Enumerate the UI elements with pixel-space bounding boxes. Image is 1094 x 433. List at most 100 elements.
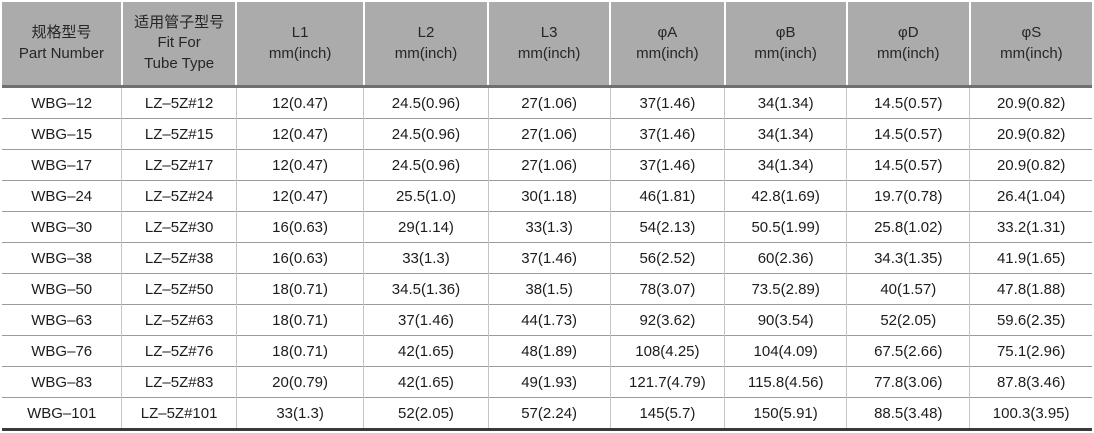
cell-part-number: WBG–30 bbox=[2, 211, 122, 243]
cell-l3: 57(2.24) bbox=[487, 397, 611, 431]
cell-phi-a: 56(2.52) bbox=[609, 242, 725, 274]
cell-part-number: WBG–50 bbox=[2, 273, 122, 305]
cell-phi-b: 60(2.36) bbox=[724, 242, 847, 274]
cell-phi-s: 20.9(0.82) bbox=[969, 86, 1092, 119]
cell-l2: 29(1.14) bbox=[363, 211, 489, 243]
cell-phi-s: 47.8(1.88) bbox=[969, 273, 1092, 305]
column-header-phi-b: φB mm(inch) bbox=[723, 2, 847, 88]
cell-phi-b: 90(3.54) bbox=[724, 304, 847, 336]
table-row: WBG–12 LZ–5Z#12 12(0.47) 24.5(0.96) 27(1.06)… bbox=[2, 86, 1092, 119]
cell-phi-s: 75.1(2.96) bbox=[969, 335, 1092, 367]
cell-l1: 20(0.79) bbox=[235, 366, 364, 398]
cell-l1: 12(0.47) bbox=[235, 180, 364, 212]
cell-l1: 16(0.63) bbox=[235, 211, 364, 243]
table-row: WBG–17 LZ–5Z#17 12(0.47) 24.5(0.96) 27(1.06)… bbox=[2, 149, 1092, 181]
cell-fit-for-tube: LZ–5Z#63 bbox=[121, 304, 237, 336]
cell-phi-a: 108(4.25) bbox=[609, 335, 725, 367]
cell-fit-for-tube: LZ–5Z#83 bbox=[121, 366, 237, 398]
cell-l1: 12(0.47) bbox=[235, 118, 364, 150]
cell-part-number: WBG–17 bbox=[2, 149, 122, 181]
table-row: WBG–50 LZ–5Z#50 18(0.71) 34.5(1.36) 38(1.5) 7… bbox=[2, 273, 1092, 305]
cell-l3: 27(1.06) bbox=[487, 149, 611, 181]
cell-phi-d: 25.8(1.02) bbox=[846, 211, 970, 243]
cell-l3: 33(1.3) bbox=[487, 211, 611, 243]
cell-phi-d: 14.5(0.57) bbox=[846, 86, 970, 119]
column-header-phi-a: φA mm(inch) bbox=[609, 2, 725, 88]
cell-phi-b: 34(1.34) bbox=[724, 118, 847, 150]
cell-phi-d: 19.7(0.78) bbox=[846, 180, 970, 212]
column-header-part-number: 规格型号 Part Number bbox=[2, 2, 122, 88]
cell-phi-a: 54(2.13) bbox=[609, 211, 725, 243]
header-row: 规格型号 Part Number 适用管子型号 Fit For Tube Type L1 m… bbox=[2, 2, 1092, 88]
cell-l2: 25.5(1.0) bbox=[363, 180, 489, 212]
column-header-l1: L1 mm(inch) bbox=[235, 2, 364, 88]
cell-fit-for-tube: LZ–5Z#101 bbox=[121, 397, 237, 431]
cell-part-number: WBG–101 bbox=[2, 397, 122, 431]
cell-l2: 52(2.05) bbox=[363, 397, 489, 431]
cell-fit-for-tube: LZ–5Z#15 bbox=[121, 118, 237, 150]
cell-fit-for-tube: LZ–5Z#30 bbox=[121, 211, 237, 243]
cell-phi-s: 41.9(1.65) bbox=[969, 242, 1092, 274]
cell-phi-a: 46(1.81) bbox=[609, 180, 725, 212]
cell-phi-s: 87.8(3.46) bbox=[969, 366, 1092, 398]
column-header-l3: L3 mm(inch) bbox=[487, 2, 611, 88]
cell-phi-d: 77.8(3.06) bbox=[846, 366, 970, 398]
table-header: 规格型号 Part Number 适用管子型号 Fit For Tube Type L1 m… bbox=[2, 2, 1092, 88]
cell-phi-a: 121.7(4.79) bbox=[609, 366, 725, 398]
cell-phi-s: 100.3(3.95) bbox=[969, 397, 1092, 431]
cell-fit-for-tube: LZ–5Z#12 bbox=[121, 86, 237, 119]
cell-l2: 24.5(0.96) bbox=[363, 149, 489, 181]
cell-phi-b: 34(1.34) bbox=[724, 86, 847, 119]
column-header-fit-for-tube: 适用管子型号 Fit For Tube Type bbox=[120, 2, 237, 88]
cell-l3: 30(1.18) bbox=[487, 180, 611, 212]
cell-phi-b: 73.5(2.89) bbox=[724, 273, 847, 305]
table-row: WBG–24 LZ–5Z#24 12(0.47) 25.5(1.0) 30(1.18) 4… bbox=[2, 180, 1092, 212]
cell-l3: 48(1.89) bbox=[487, 335, 611, 367]
cell-part-number: WBG–15 bbox=[2, 118, 122, 150]
cell-part-number: WBG–24 bbox=[2, 180, 122, 212]
cell-phi-b: 150(5.91) bbox=[724, 397, 847, 431]
cell-part-number: WBG–63 bbox=[2, 304, 122, 336]
cell-phi-s: 20.9(0.82) bbox=[969, 118, 1092, 150]
cell-fit-for-tube: LZ–5Z#38 bbox=[121, 242, 237, 274]
cell-l3: 37(1.46) bbox=[487, 242, 611, 274]
table-row: WBG–63 LZ–5Z#63 18(0.71) 37(1.46) 44(1.73) 92… bbox=[2, 304, 1092, 336]
cell-phi-a: 37(1.46) bbox=[609, 118, 725, 150]
cell-phi-d: 40(1.57) bbox=[846, 273, 970, 305]
cell-l2: 42(1.65) bbox=[363, 366, 489, 398]
cell-l2: 24.5(0.96) bbox=[363, 86, 489, 119]
cell-phi-a: 145(5.7) bbox=[609, 397, 725, 431]
cell-fit-for-tube: LZ–5Z#76 bbox=[121, 335, 237, 367]
cell-part-number: WBG–83 bbox=[2, 366, 122, 398]
cell-phi-a: 92(3.62) bbox=[609, 304, 725, 336]
cell-part-number: WBG–38 bbox=[2, 242, 122, 274]
cell-l1: 12(0.47) bbox=[235, 149, 364, 181]
cell-phi-b: 50.5(1.99) bbox=[724, 211, 847, 243]
table-row: WBG–15 LZ–5Z#15 12(0.47) 24.5(0.96) 27(1.06)… bbox=[2, 118, 1092, 150]
cell-phi-d: 52(2.05) bbox=[846, 304, 970, 336]
cell-phi-d: 14.5(0.57) bbox=[846, 149, 970, 181]
cell-l2: 37(1.46) bbox=[363, 304, 489, 336]
cell-l2: 34.5(1.36) bbox=[363, 273, 489, 305]
cell-phi-a: 37(1.46) bbox=[609, 86, 725, 119]
cell-l3: 38(1.5) bbox=[487, 273, 611, 305]
cell-phi-d: 67.5(2.66) bbox=[846, 335, 970, 367]
cell-phi-s: 20.9(0.82) bbox=[969, 149, 1092, 181]
cell-fit-for-tube: LZ–5Z#24 bbox=[121, 180, 237, 212]
cell-l3: 27(1.06) bbox=[487, 86, 611, 119]
cell-phi-a: 37(1.46) bbox=[609, 149, 725, 181]
cell-phi-b: 34(1.34) bbox=[724, 149, 847, 181]
table-row: WBG–76 LZ–5Z#76 18(0.71) 42(1.65) 48(1.89) 10… bbox=[2, 335, 1092, 367]
cell-l1: 18(0.71) bbox=[235, 304, 364, 336]
cell-fit-for-tube: LZ–5Z#50 bbox=[121, 273, 237, 305]
cell-l1: 18(0.71) bbox=[235, 273, 364, 305]
column-header-phi-d: φD mm(inch) bbox=[845, 2, 970, 88]
cell-phi-a: 78(3.07) bbox=[609, 273, 725, 305]
cell-l2: 42(1.65) bbox=[363, 335, 489, 367]
cell-l1: 16(0.63) bbox=[235, 242, 364, 274]
cell-l1: 12(0.47) bbox=[235, 86, 364, 119]
cell-l3: 44(1.73) bbox=[487, 304, 611, 336]
cell-part-number: WBG–76 bbox=[2, 335, 122, 367]
column-header-l2: L2 mm(inch) bbox=[362, 2, 489, 88]
cell-phi-d: 34.3(1.35) bbox=[846, 242, 970, 274]
